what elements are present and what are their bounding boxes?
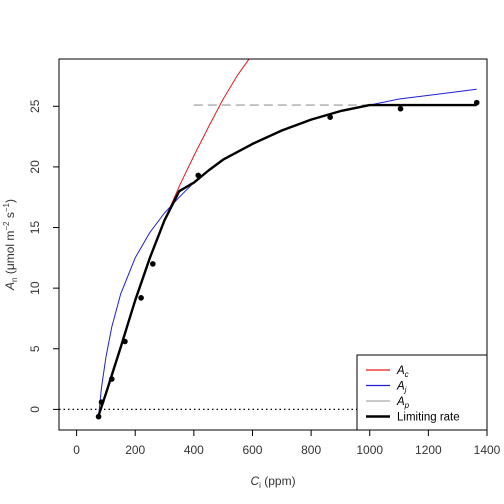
x-tick-label-7: 1400 (474, 443, 501, 457)
data-point-5 (150, 261, 156, 267)
series-line-3 (97, 103, 477, 416)
legend-label-1: Aj (396, 381, 407, 395)
x-tick-label-4: 800 (301, 443, 321, 457)
y-tick-label-2: 10 (28, 281, 42, 295)
y-tick-label-4: 20 (28, 160, 42, 174)
x-tick-label-2: 400 (184, 443, 204, 457)
legend-label-0: Ac (396, 365, 409, 379)
x-axis-title: Ci (ppm) (250, 474, 295, 490)
data-point-8 (397, 105, 404, 112)
y-axis-title: An (μmol m−2 s−1) (2, 199, 19, 291)
y-tick-label-5: 25 (28, 99, 42, 113)
data-point-6 (195, 172, 202, 179)
x-tick-label-6: 1200 (415, 443, 442, 457)
data-point-9 (473, 99, 480, 106)
legend-label-3: Limiting rate (397, 412, 460, 424)
x-tick-label-5: 1000 (356, 443, 383, 457)
y-tick-label-1: 5 (28, 345, 42, 352)
data-point-7 (327, 114, 333, 120)
x-tick-label-3: 600 (242, 443, 262, 457)
data-point-4 (138, 295, 144, 301)
data-point-3 (122, 338, 128, 345)
y-tick-label-0: 0 (28, 406, 42, 413)
x-tick-label-0: 0 (73, 443, 80, 457)
data-point-2 (108, 376, 115, 382)
data-point-1 (98, 399, 105, 405)
plot-frame (58, 58, 488, 431)
series-group (95, 59, 480, 420)
legend-label-2: Ap (396, 396, 410, 410)
data-point-0 (95, 413, 102, 420)
y-tick-label-3: 15 (28, 221, 42, 235)
series-line-0 (98, 59, 250, 416)
x-tick-label-1: 200 (125, 443, 145, 457)
